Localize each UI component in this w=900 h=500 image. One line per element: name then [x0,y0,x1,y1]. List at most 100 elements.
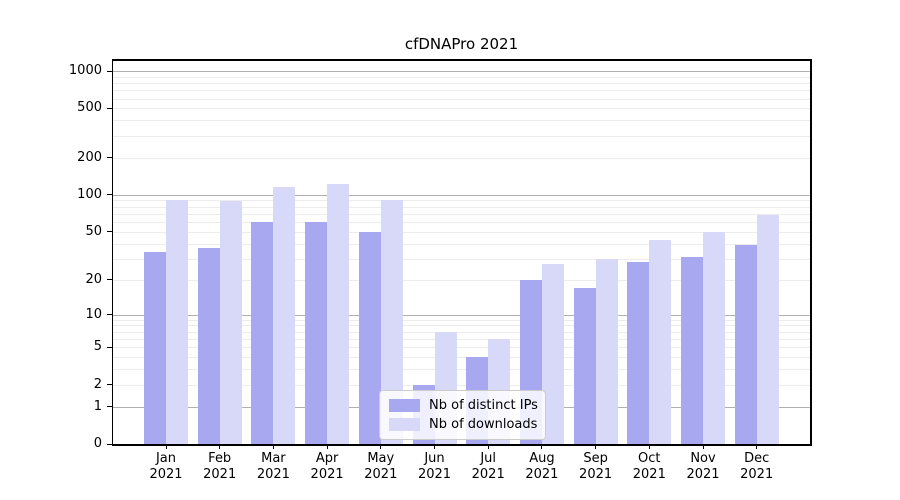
bar-nb-of-distinct-ips-dec-2021 [734,244,757,444]
y-tick-label-2: 2 [93,376,102,392]
minor-gridline-5 [113,347,810,349]
bottom-spine [111,444,812,446]
minor-gridline-20 [113,279,810,281]
right-spine [810,59,812,446]
minor-gridline-800 [113,83,810,85]
x-tick-label-feb-2021: Feb 2021 [203,451,237,482]
legend-item-distinct-ips: Nb of distinct IPs [389,396,538,415]
bar-nb-of-distinct-ips-apr-2021 [305,222,328,444]
x-tick-may-2021 [380,445,382,449]
legend-swatch-distinct-ips-icon [389,399,420,412]
minor-gridline-40 [113,243,810,245]
bar-nb-of-distinct-ips-may-2021 [358,231,381,444]
minor-gridline-8 [113,325,810,327]
y-tick-100 [107,194,112,196]
bar-nb-of-distinct-ips-sep-2021 [573,287,596,444]
minor-gridline-200 [113,157,810,159]
x-tick-label-jan-2021: Jan 2021 [149,451,183,482]
legend-swatch-downloads-icon [389,418,420,431]
x-tick-nov-2021 [702,445,704,449]
bar-nb-of-downloads-mar-2021 [273,186,296,444]
y-tick-1000 [107,70,112,72]
y-tick-1 [107,406,112,408]
x-tick-label-oct-2021: Oct 2021 [632,451,666,482]
major-gridline-10 [113,314,810,316]
y-tick-label-1: 1 [93,398,102,414]
minor-gridline-400 [113,120,810,122]
top-spine [111,59,812,61]
y-tick-20 [107,279,112,281]
y-tick-50 [107,231,112,233]
y-tick-500 [107,107,112,109]
x-tick-oct-2021 [648,445,650,449]
y-tick-label-20: 20 [85,271,102,287]
legend-label-downloads: Nb of downloads [429,417,538,432]
legend-label-distinct-ips: Nb of distinct IPs [429,398,538,413]
x-tick-sep-2021 [595,445,597,449]
x-tick-label-nov-2021: Nov 2021 [686,451,720,482]
y-tick-2 [107,384,112,386]
minor-gridline-90 [113,200,810,202]
y-tick-10 [107,314,112,316]
minor-gridline-2 [113,384,810,386]
bar-nb-of-downloads-feb-2021 [219,201,242,444]
y-tick-label-200: 200 [77,149,102,165]
y-tick-200 [107,157,112,159]
minor-gridline-6 [113,338,810,340]
minor-gridline-3 [113,369,810,371]
bar-nb-of-distinct-ips-oct-2021 [627,262,650,444]
bar-nb-of-distinct-ips-mar-2021 [251,222,274,444]
minor-gridline-30 [113,258,810,260]
bar-nb-of-downloads-jan-2021 [166,200,188,444]
minor-gridline-700 [113,90,810,92]
y-tick-label-100: 100 [77,186,102,202]
major-gridline-100 [113,194,810,196]
bar-nb-of-downloads-oct-2021 [649,239,672,444]
minor-gridline-300 [113,135,810,137]
y-tick-0 [107,443,112,445]
x-tick-apr-2021 [326,445,328,449]
bar-nb-of-distinct-ips-jan-2021 [144,252,166,444]
bar-nb-of-distinct-ips-nov-2021 [681,256,703,444]
minor-gridline-70 [113,213,810,215]
x-tick-jun-2021 [434,445,435,449]
major-gridline-1000 [113,71,810,72]
chart-title: cfDNAPro 2021 [404,35,519,53]
bar-nb-of-downloads-nov-2021 [703,231,725,444]
x-tick-aug-2021 [541,445,543,449]
bar-nb-of-downloads-apr-2021 [327,184,350,444]
x-tick-label-jun-2021: Jun 2021 [417,451,452,482]
bar-nb-of-downloads-dec-2021 [756,214,779,444]
minor-gridline-600 [113,98,810,100]
minor-gridline-60 [113,222,810,224]
bar-nb-of-downloads-aug-2021 [541,264,564,444]
x-tick-label-sep-2021: Sep 2021 [579,451,613,482]
x-tick-dec-2021 [756,445,758,449]
bar-nb-of-downloads-may-2021 [380,200,403,444]
y-tick-label-50: 50 [85,223,102,239]
x-tick-feb-2021 [219,445,221,449]
x-tick-label-aug-2021: Aug 2021 [525,451,559,482]
x-tick-label-apr-2021: Apr 2021 [310,451,344,482]
y-tick-label-0: 0 [93,436,102,451]
x-tick-label-jul-2021: Jul 2021 [471,451,505,482]
x-tick-mar-2021 [272,445,274,449]
x-tick-label-may-2021: May 2021 [364,451,398,482]
bar-nb-of-downloads-sep-2021 [595,258,618,444]
y-tick-label-500: 500 [77,100,102,116]
left-spine [111,59,113,446]
bar-nb-of-distinct-ips-feb-2021 [197,247,220,444]
x-tick-label-dec-2021: Dec 2021 [740,451,774,482]
legend: Nb of distinct IPs Nb of downloads [379,390,546,440]
minor-gridline-7 [113,331,810,333]
y-tick-label-5: 5 [93,339,102,355]
minor-gridline-50 [113,231,810,233]
y-tick-label-10: 10 [85,306,102,322]
x-tick-label-mar-2021: Mar 2021 [256,451,290,482]
minor-gridline-500 [113,108,810,110]
y-tick-5 [107,346,112,348]
y-tick-label-1000: 1000 [68,63,102,78]
